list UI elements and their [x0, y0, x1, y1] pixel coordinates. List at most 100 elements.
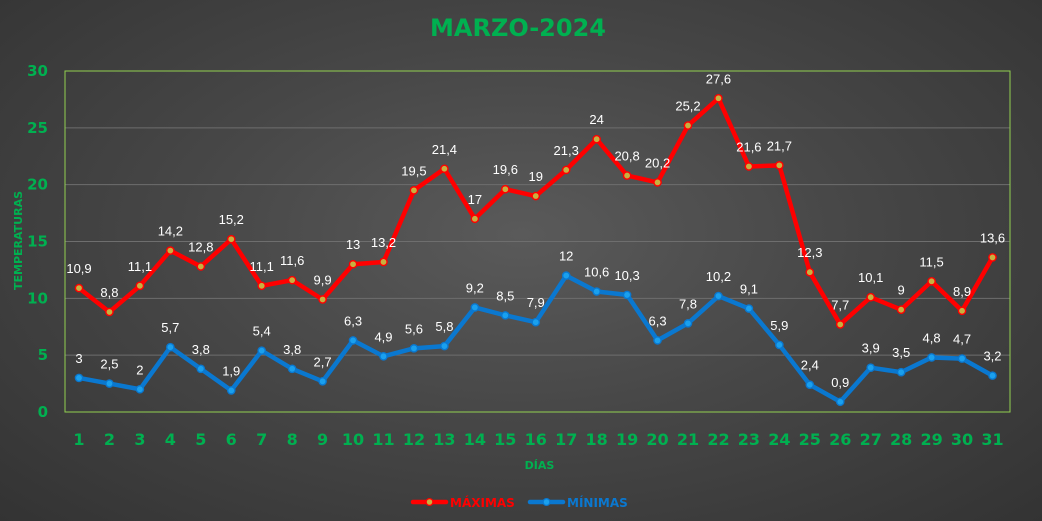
data-label: 0,9: [831, 375, 849, 390]
data-label: 9,9: [314, 272, 332, 287]
data-point: [714, 93, 723, 103]
data-label: 19,5: [401, 163, 426, 178]
data-label: 3,5: [892, 345, 910, 360]
data-point: [896, 305, 906, 315]
data-point: [653, 178, 662, 187]
data-label: 10,6: [584, 265, 609, 280]
legend-item: MÍNIMAS: [527, 495, 628, 510]
data-point: [775, 161, 784, 170]
data-label: 6,3: [344, 313, 362, 328]
data-label: 4,7: [953, 332, 971, 347]
x-tick-label: 9: [317, 430, 328, 449]
data-label: 7,7: [831, 297, 849, 312]
legend-swatch-marker: [542, 497, 551, 507]
data-label: 13: [346, 237, 360, 252]
data-label: 24: [589, 112, 603, 127]
series-group: 10,9 8,8 11,1 14,2 12,8 15,2 11,1 11,6 9,9 13 13,2…: [66, 71, 1005, 407]
data-label: 1,9: [222, 363, 240, 378]
data-label: 11,1: [250, 259, 274, 274]
data-point: [835, 320, 845, 329]
data-label: 14,2: [158, 224, 183, 239]
data-point: [105, 307, 114, 317]
data-point: [957, 354, 967, 363]
x-tick-label: 29: [920, 430, 942, 449]
x-tick-label: 16: [525, 430, 547, 449]
data-point: [257, 346, 267, 355]
data-label: 10,2: [706, 269, 731, 284]
data-point: [744, 162, 754, 171]
data-label: 3,8: [283, 342, 301, 357]
legend-item: MÁXIMAS: [410, 495, 515, 510]
data-point: [196, 262, 206, 271]
y-tick-label: 20: [27, 176, 48, 194]
data-label: 2: [136, 362, 143, 377]
data-point: [653, 336, 662, 345]
data-point: [318, 295, 327, 304]
x-tick-label: 22: [707, 430, 729, 449]
data-label: 20,2: [645, 155, 670, 170]
data-label: 20,8: [614, 149, 639, 164]
data-point: [500, 311, 510, 320]
data-label: 2,4: [801, 358, 819, 373]
data-point: [409, 344, 419, 353]
data-point: [74, 283, 84, 293]
data-point: [592, 287, 601, 296]
x-tick-label: 12: [403, 430, 425, 449]
data-point: [683, 319, 693, 328]
data-point: [135, 281, 145, 291]
data-label: 8,8: [100, 285, 118, 300]
data-label: 21,7: [767, 138, 792, 153]
data-point: [348, 336, 358, 345]
legend: MÁXIMAS MÍNIMAS: [410, 495, 628, 510]
data-label: 9,1: [740, 282, 758, 297]
data-label: 6,3: [649, 313, 667, 328]
data-label: 8,5: [496, 288, 514, 303]
y-axis-label: TEMPERATURAS: [12, 191, 25, 290]
data-label: 3,8: [192, 342, 210, 357]
x-axis-ticks: 1 2 3 4 5 6 7 8 9 10 11 12 13 14 15 16 17 18 19 20 21 22 23 24 2…: [73, 430, 1003, 449]
data-point: [226, 386, 236, 395]
data-point: [226, 234, 236, 244]
y-axis-ticks: 0 5 10 15 20 25 30: [27, 62, 48, 421]
series-line: [76, 96, 995, 327]
x-tick-label: 7: [256, 430, 267, 449]
data-label: 15,2: [219, 212, 244, 227]
x-tick-label: 21: [677, 430, 699, 449]
data-point: [805, 380, 815, 390]
data-point: [166, 246, 175, 255]
data-label: 8,9: [953, 284, 971, 299]
data-label: 13,2: [371, 235, 396, 250]
data-label: 10,1: [858, 270, 883, 285]
data-label: 5,4: [253, 324, 271, 339]
data-label: 19,6: [493, 162, 518, 177]
series-maximas: 10,9 8,8 11,1 14,2 12,8 15,2 11,1 11,6 9,9 13 13,2…: [66, 71, 1005, 329]
data-point: [927, 276, 936, 286]
x-tick-label: 10: [342, 430, 364, 449]
data-label: 13,6: [980, 230, 1005, 245]
data-point: [409, 186, 419, 195]
data-label: 10,9: [66, 261, 91, 276]
x-tick-label: 15: [494, 430, 516, 449]
data-label: 3,9: [862, 341, 880, 356]
x-tick-label: 27: [860, 430, 882, 449]
data-point: [74, 373, 84, 383]
data-label: 11,1: [128, 259, 152, 274]
data-point: [714, 291, 723, 301]
data-point: [957, 306, 967, 316]
data-label: 5,8: [435, 319, 453, 334]
data-point: [927, 353, 936, 362]
data-point: [105, 379, 114, 388]
data-label: 7,9: [527, 295, 545, 310]
data-label: 19: [529, 169, 543, 184]
data-point: [379, 257, 388, 267]
y-tick-label: 10: [27, 289, 48, 307]
data-point: [866, 292, 876, 302]
data-label: 2,5: [100, 357, 118, 372]
data-label: 21,4: [432, 142, 457, 157]
data-point: [622, 290, 632, 300]
data-label: 2,7: [314, 354, 332, 369]
legend-swatch-marker: [425, 497, 434, 507]
data-label: 4,8: [923, 330, 941, 345]
data-point: [561, 165, 571, 175]
x-tick-label: 6: [226, 430, 237, 449]
